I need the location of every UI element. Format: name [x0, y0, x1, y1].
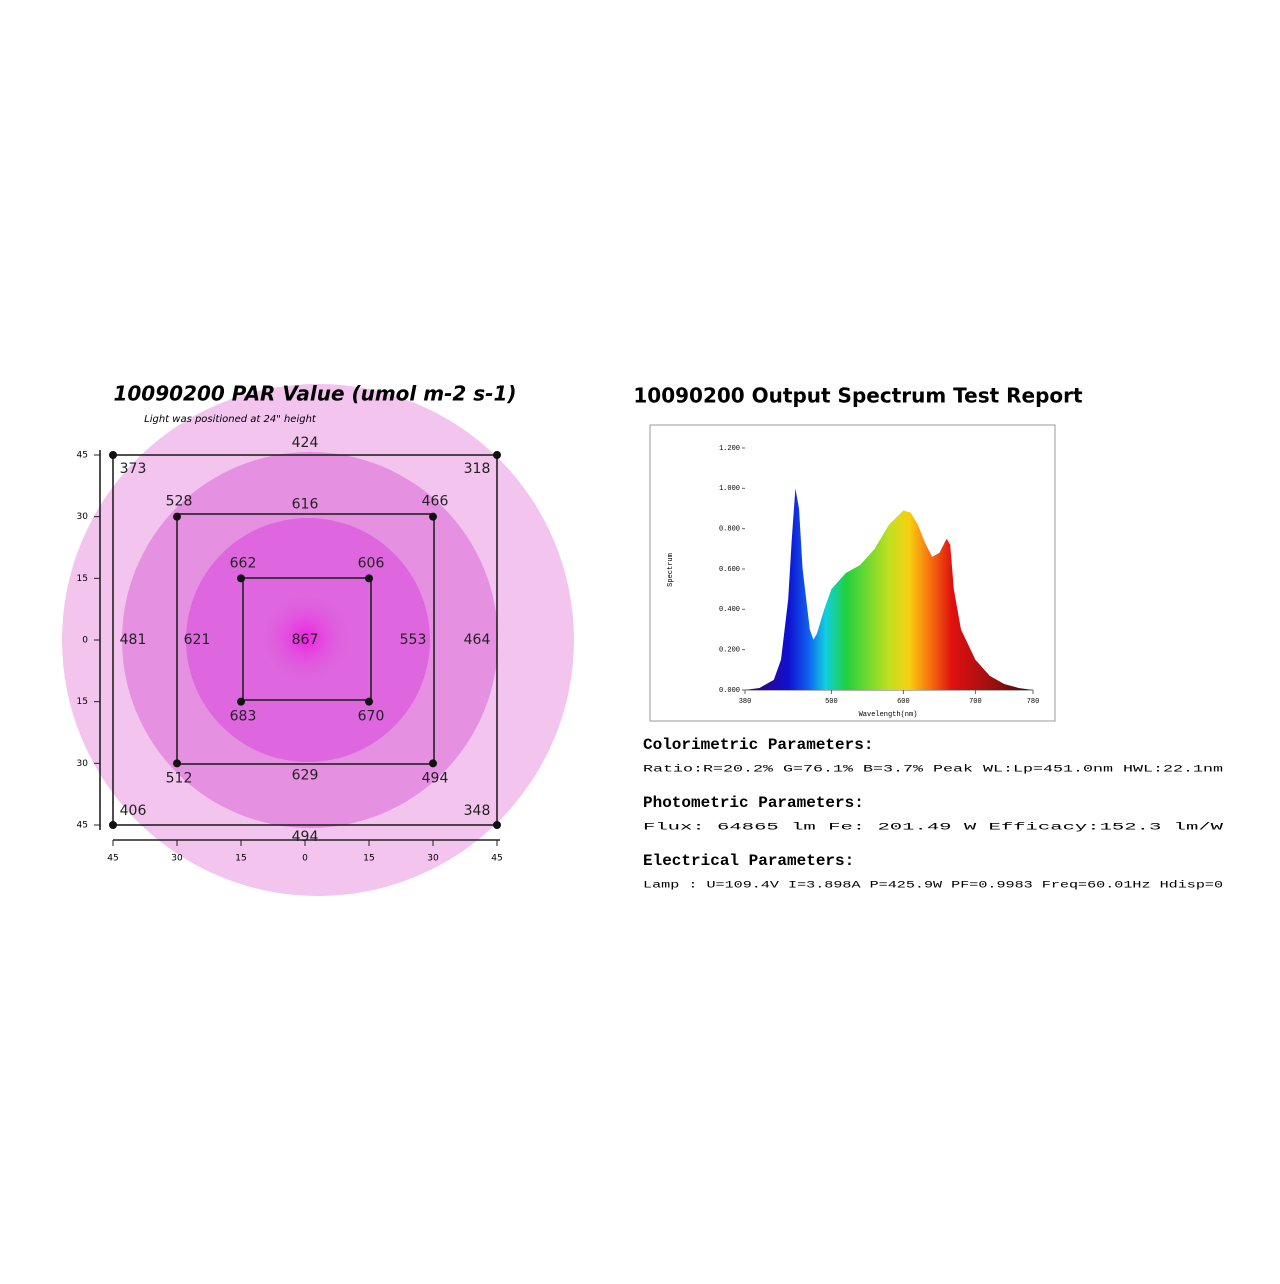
y-tick-label: 0.800: [719, 526, 740, 534]
section-heading: Electrical Parameters:: [643, 852, 854, 870]
measure-dot: [365, 574, 373, 583]
y-tick-label: 15: [77, 574, 88, 584]
measure-dot: [365, 697, 373, 706]
x-tick-label: 700: [969, 698, 982, 706]
par-value: 670: [358, 709, 385, 725]
measure-dot: [237, 697, 245, 706]
par-value: 348: [464, 803, 491, 819]
par-value: 406: [120, 803, 147, 819]
spectrum-title: 10090200 Output Spectrum Test Report: [633, 384, 1083, 408]
par-value: 512: [166, 770, 193, 786]
measure-dot: [493, 821, 501, 829]
x-axis-label: Wavelength(nm): [859, 711, 918, 719]
center-glow: [261, 593, 351, 683]
par-value: 629: [292, 767, 319, 783]
section-heading: Colorimetric Parameters:: [643, 736, 873, 754]
par-value: 662: [230, 555, 257, 571]
y-tick-label: 0.200: [719, 647, 740, 655]
par-title: 10090200 PAR Value (umol m-2 s-1): [113, 382, 516, 406]
y-tick-label: 1.000: [719, 485, 740, 493]
par-value: 528: [166, 494, 193, 510]
par-subtitle: Light was positioned at 24" height: [144, 414, 317, 425]
par-value: 553: [400, 632, 427, 648]
x-tick-label: 0: [302, 854, 308, 864]
measure-dot: [173, 512, 181, 521]
y-tick-label: 30: [77, 512, 89, 522]
par-value: 621: [184, 632, 211, 648]
measure-dot: [109, 451, 117, 459]
y-tick-label: 15: [77, 697, 88, 707]
par-value: 606: [358, 555, 385, 571]
y-tick-label: 0.400: [719, 606, 740, 614]
x-tick-label: 45: [491, 854, 502, 864]
par-value: 494: [422, 770, 449, 786]
y-tick-label: 30: [77, 759, 89, 769]
measure-dot: [109, 821, 117, 829]
section-heading: Photometric Parameters:: [643, 794, 864, 812]
par-value: 494: [292, 829, 319, 845]
par-value: 466: [422, 494, 449, 510]
measure-dot: [429, 512, 437, 521]
x-tick-label: 30: [171, 854, 183, 864]
y-axis-label: Spectrum: [667, 553, 675, 587]
y-tick-label: 45: [77, 821, 88, 831]
measure-dot: [173, 759, 181, 768]
y-tick-label: 0.600: [719, 566, 740, 574]
par-value: 464: [464, 632, 491, 648]
par-value: 424: [292, 435, 319, 451]
par-value: 616: [292, 497, 319, 513]
spectrum-area: [745, 488, 1033, 690]
x-tick-label: 15: [363, 854, 374, 864]
section-line: Flux: 64865 lm Fe: 201.49 W Efficacy:152…: [643, 822, 1223, 834]
par-value: 867: [292, 632, 319, 648]
y-tick-label: 0: [82, 636, 88, 646]
y-tick-label: 0.000: [719, 687, 740, 695]
y-tick-label: 45: [77, 451, 88, 461]
par-value: 481: [120, 632, 147, 648]
x-tick-label: 380: [739, 698, 752, 706]
y-tick-label: 1.200: [719, 445, 740, 453]
measure-dot: [493, 451, 501, 459]
x-tick-label: 15: [235, 854, 246, 864]
section-line: Ratio:R=20.2% G=76.1% B=3.7% Peak WL:Lp=…: [643, 764, 1223, 776]
par-value: 683: [230, 709, 257, 725]
measure-dot: [429, 759, 437, 768]
par-value: 318: [464, 461, 491, 477]
x-tick-label: 600: [897, 698, 910, 706]
x-tick-label: 45: [107, 854, 118, 864]
par-value: 373: [120, 461, 147, 477]
x-tick-label: 30: [427, 854, 439, 864]
x-tick-label: 780: [1027, 698, 1040, 706]
x-tick-label: 500: [825, 698, 838, 706]
section-line: Lamp : U=109.4V I=3.898A P=425.9W PF=0.9…: [643, 880, 1223, 892]
measure-dot: [237, 574, 245, 583]
